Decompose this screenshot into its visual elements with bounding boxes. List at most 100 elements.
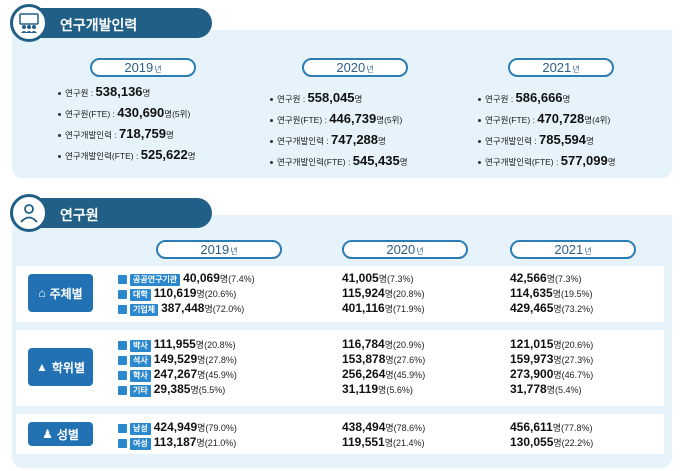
s1-row: 연구원 : 538,136명 [58,82,196,103]
cell-unit: 명 [553,355,562,365]
row-label: 연구개발인력 : [65,130,120,140]
cell-value: 153,878 [342,352,386,366]
row-tag: 대학 [130,288,151,301]
row-tag: 여성 [130,437,151,450]
row-value: 545,435 [352,153,400,168]
cell-unit: 명 [552,289,561,299]
s1-row: 연구원 : 586,666명 [478,88,616,109]
table-cell-2021: 31,778명(5.4%) [510,382,582,396]
s1-year-2020-label: 2020 [336,60,366,75]
row-tag: 박사 [130,339,151,352]
row-rank: (4위) [592,115,611,125]
cell-percent: (20.8%) [204,340,236,350]
cell-value: 29,385 [153,382,191,396]
row-label: 연구원(FTE) : [485,115,538,125]
cell-percent: (7.3%) [386,274,414,284]
s2-year-suffix: 년 [230,247,238,256]
cell-unit: 명 [204,304,213,314]
cell-percent: (78.6%) [393,423,426,433]
cell-value: 31,778 [510,382,547,396]
cell-value: 247,267 [153,367,198,381]
row-tag: 남성 [130,422,151,435]
row-rank: (5위) [384,115,403,125]
table-cell-2019: 대학 110,619명(20.6%) [118,286,236,301]
table-cell-2019: 공공연구기관 40,069명(7.4%) [118,271,255,286]
category-label-sector: ⌂ 주체별 [28,274,93,312]
cell-unit: 명 [197,355,206,365]
table-cell-2021: 121,015명(20.6%) [510,337,593,351]
table-cell-2021: 130,055명(22.2%) [510,435,593,449]
cell-value: 159,973 [510,352,554,366]
cell-percent: (45.9%) [205,370,237,380]
cell-percent: (79.0%) [205,423,237,433]
table-cell-2021: 159,973명(27.3%) [510,352,593,366]
cell-percent: (7.3%) [554,274,582,284]
cell-value: 114,635 [510,286,553,300]
row-category-icon [118,305,127,315]
s2-year-suffix: 년 [584,247,592,256]
category-label-degree: ▲ 학위별 [28,348,93,386]
s1-year-suffix: 년 [366,65,374,74]
s1-row: 연구개발인력(FTE) : 577,099명 [478,151,616,172]
table-cell-2019: 박사 111,955명(20.8%) [118,337,236,352]
row-tag: 석사 [130,354,151,367]
cell-value: 42,566 [510,271,547,285]
row-unit: 명 [187,151,196,161]
cell-value: 41,005 [342,271,379,285]
cell-unit: 명 [197,370,206,380]
table-cell-2020: 119,551명(21.4%) [342,435,425,449]
cell-unit: 명 [384,340,393,350]
cell-value: 456,611 [510,420,553,434]
cell-percent: (77.8%) [561,423,593,433]
cell-unit: 명 [196,289,205,299]
s2-year-2019-label: 2019 [200,242,230,257]
table-cell-2020: 438,494명(78.6%) [342,420,425,434]
s2-year-2021-label: 2021 [554,242,584,257]
row-category-icon [118,356,127,366]
cell-percent: (27.6%) [393,355,426,365]
s1-year-2019-label: 2019 [124,60,154,75]
row-tag: 공공연구기관 [130,273,181,286]
row-unit: 명 [166,130,174,140]
row-value: 785,594 [539,132,587,147]
s1-col-2020: 연구원 : 558,045명 연구원(FTE) : 446,739명(5위) 연… [270,88,408,172]
row-label: 연구개발인력(FTE) : [485,157,561,167]
cell-unit: 명 [546,274,555,284]
cell-value: 130,055 [510,435,554,449]
row-value: 718,759 [119,126,167,141]
table-cell-2019: 학사 247,267명(45.9%) [118,367,237,382]
cell-value: 115,924 [342,286,385,300]
table-cell-2019: 석사 149,529명(27.8%) [118,352,237,367]
row-category-icon [118,275,127,285]
table-cell-2021: 429,465명(73.2%) [510,301,593,315]
s2-year-2020-label: 2020 [386,242,416,257]
researcher-person-icon [10,194,48,232]
people-pair-icon: ♟ [42,427,53,441]
row-label: 연구원(FTE) : [277,115,330,125]
row-unit: 명 [142,88,151,98]
row-value: 430,690 [117,105,165,120]
cell-unit: 명 [385,355,394,365]
table-cell-2019: 남성 424,949명(79.0%) [118,420,237,435]
cell-unit: 명 [196,438,205,448]
table-cell-2020: 115,924명(20.8%) [342,286,425,300]
row-value: 525,622 [140,147,188,162]
table-cell-2019: 여성 113,187명(21.0%) [118,435,236,450]
cell-unit: 명 [384,304,393,314]
researchers-group-icon [10,4,48,42]
rd-workforce-panel [12,30,672,178]
row-unit: 명 [586,136,594,146]
cell-value: 113,187 [153,435,197,449]
row-value: 586,666 [515,90,563,105]
cell-value: 116,784 [342,337,385,351]
cell-unit: 명 [384,438,393,448]
cell-percent: (27.8%) [205,355,237,365]
s1-row: 연구개발인력 : 718,759명 [58,124,196,145]
cell-percent: (46.7%) [561,370,594,380]
cell-unit: 명 [384,289,393,299]
s1-year-suffix: 년 [154,65,162,74]
cell-unit: 명 [385,370,394,380]
cell-value: 387,448 [161,301,205,315]
cell-value: 273,900 [510,367,554,381]
table-cell-2020: 153,878명(27.6%) [342,352,425,366]
